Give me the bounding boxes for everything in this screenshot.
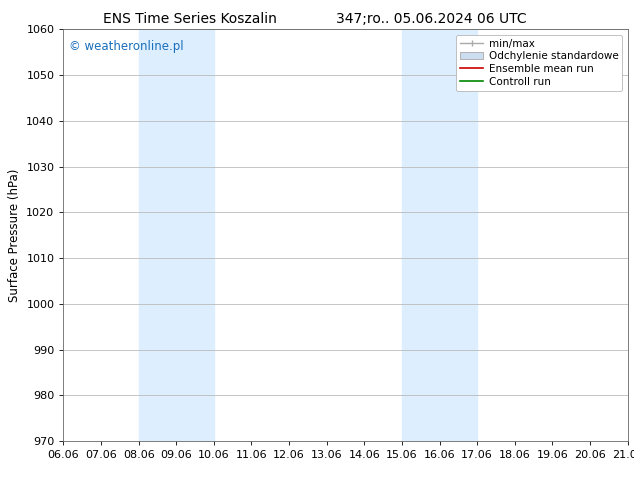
Legend: min/max, Odchylenie standardowe, Ensemble mean run, Controll run: min/max, Odchylenie standardowe, Ensembl… (456, 35, 623, 91)
Y-axis label: Surface Pressure (hPa): Surface Pressure (hPa) (8, 169, 21, 302)
Text: ENS Time Series Koszalin: ENS Time Series Koszalin (103, 12, 277, 26)
Text: 347;ro.. 05.06.2024 06 UTC: 347;ro.. 05.06.2024 06 UTC (336, 12, 526, 26)
Text: © weatheronline.pl: © weatheronline.pl (69, 40, 184, 53)
Bar (402, 29, 477, 441)
Bar (139, 29, 214, 441)
